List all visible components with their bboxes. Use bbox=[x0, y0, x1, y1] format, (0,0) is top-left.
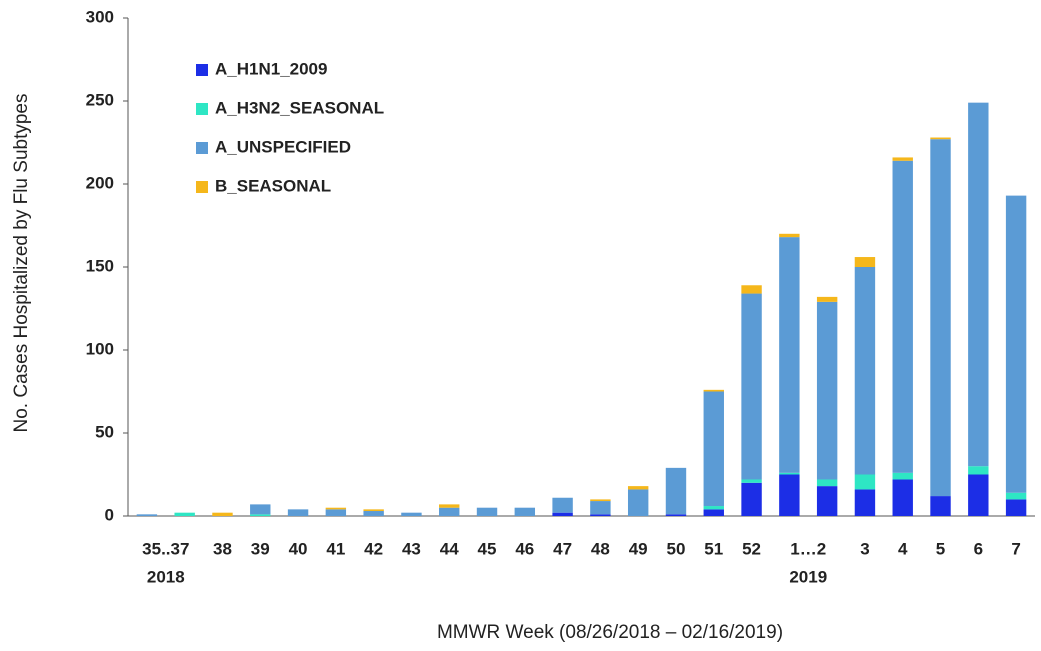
x-tick-label: 38 bbox=[213, 539, 232, 558]
x-tick-label: 48 bbox=[591, 539, 610, 558]
bar-segment bbox=[703, 389, 724, 392]
x-tick-label: 41 bbox=[326, 539, 345, 558]
bar-segment bbox=[741, 482, 762, 516]
bar-segment bbox=[665, 514, 687, 516]
bar-segment bbox=[1005, 492, 1027, 500]
y-tick-label: 100 bbox=[86, 339, 114, 358]
x-tick-label: 52 bbox=[742, 539, 761, 558]
bar-segment bbox=[174, 512, 195, 516]
bar-segment bbox=[325, 507, 347, 510]
y-axis-title: No. Cases Hospitalized by Flu Subtypes bbox=[11, 94, 32, 433]
x-tick-label: 45 bbox=[478, 539, 497, 558]
x-tick-label: 6 bbox=[974, 539, 983, 558]
bar-segment bbox=[552, 512, 573, 516]
x-tick-label: 39 bbox=[251, 539, 270, 558]
x-tick-label: 35..37 bbox=[142, 539, 189, 558]
x-year-label: 2019 bbox=[789, 567, 827, 586]
bar-segment bbox=[968, 466, 989, 475]
bar-segment bbox=[476, 507, 498, 516]
y-tick-label: 300 bbox=[86, 7, 114, 26]
bar-segment bbox=[703, 509, 724, 516]
bar-segment bbox=[892, 157, 913, 161]
x-tick-label: 51 bbox=[704, 539, 723, 558]
bar-segment bbox=[930, 137, 951, 140]
bar-segment bbox=[930, 496, 951, 516]
bar-segment bbox=[552, 497, 573, 513]
x-tick-label: 40 bbox=[289, 539, 308, 558]
bar-segment bbox=[363, 511, 384, 516]
bar-segment bbox=[854, 267, 876, 475]
legend-label: B_SEASONAL bbox=[215, 176, 331, 195]
x-tick-label: 1…2 bbox=[790, 539, 826, 558]
bar-segment bbox=[627, 486, 649, 490]
x-tick-label: 7 bbox=[1011, 539, 1020, 558]
y-tick-label: 250 bbox=[86, 90, 114, 109]
legend-label: A_H3N2_SEASONAL bbox=[215, 98, 384, 117]
bar-segment bbox=[590, 501, 611, 515]
bar-segment bbox=[136, 514, 158, 516]
bar-segment bbox=[779, 472, 800, 475]
bar-segment bbox=[401, 512, 422, 516]
y-tick-label: 200 bbox=[86, 173, 114, 192]
x-tick-label: 44 bbox=[440, 539, 459, 558]
bar-segment bbox=[212, 512, 233, 516]
x-tick-label: 50 bbox=[667, 539, 686, 558]
bar-segment bbox=[250, 504, 271, 515]
y-tick-label: 150 bbox=[86, 256, 114, 275]
x-tick-label: 43 bbox=[402, 539, 421, 558]
bar-segment bbox=[930, 139, 951, 497]
bar-segment bbox=[779, 474, 800, 516]
bar-segment bbox=[741, 479, 762, 483]
y-tick-label: 50 bbox=[95, 422, 114, 441]
y-tick-label: 0 bbox=[105, 505, 114, 524]
bar-segment bbox=[854, 257, 876, 267]
x-tick-label: 3 bbox=[860, 539, 869, 558]
bar-segment bbox=[1005, 195, 1027, 493]
bar-segment bbox=[779, 233, 800, 238]
bar-segment bbox=[590, 499, 611, 502]
bar-segment bbox=[439, 507, 460, 516]
x-axis-title: MMWR Week (08/26/2018 – 02/16/2019) bbox=[437, 622, 783, 643]
bar-segment bbox=[439, 504, 460, 508]
x-tick-label: 42 bbox=[364, 539, 383, 558]
bar-segment bbox=[741, 293, 762, 480]
legend-swatch bbox=[196, 103, 208, 115]
bar-segment bbox=[968, 102, 989, 467]
x-year-label: 2018 bbox=[147, 567, 185, 586]
bar-segment bbox=[250, 514, 271, 516]
bar-segment bbox=[892, 472, 913, 480]
bar-segment bbox=[665, 467, 687, 515]
legend-label: A_H1N1_2009 bbox=[215, 59, 327, 78]
bar-segment bbox=[590, 514, 611, 516]
bar-segment bbox=[892, 479, 913, 516]
bar-segment bbox=[363, 509, 384, 512]
x-tick-label: 47 bbox=[553, 539, 572, 558]
bar-segment bbox=[1005, 499, 1027, 516]
legend-label: A_UNSPECIFIED bbox=[215, 137, 351, 156]
x-tick-label: 5 bbox=[936, 539, 945, 558]
bar-segment bbox=[816, 301, 838, 480]
bar-segment bbox=[854, 474, 876, 490]
x-tick-label: 49 bbox=[629, 539, 648, 558]
bar-segment bbox=[816, 486, 838, 516]
x-tick-label: 4 bbox=[898, 539, 908, 558]
bar-segment bbox=[854, 489, 876, 516]
legend-swatch bbox=[196, 181, 208, 193]
bar-segment bbox=[703, 506, 724, 510]
legend-swatch bbox=[196, 142, 208, 154]
bar-segment bbox=[779, 237, 800, 473]
bar-segment bbox=[703, 391, 724, 507]
bar-segment bbox=[627, 489, 649, 516]
legend-swatch bbox=[196, 64, 208, 76]
bar-segment bbox=[287, 509, 309, 516]
bar-segment bbox=[816, 479, 838, 487]
bar-segment bbox=[892, 160, 913, 473]
bar-segment bbox=[816, 296, 838, 302]
bar-segment bbox=[514, 507, 536, 516]
x-tick-label: 46 bbox=[515, 539, 534, 558]
bar-segment bbox=[968, 474, 989, 516]
bar-segment bbox=[741, 285, 762, 294]
bar-segment bbox=[325, 509, 347, 516]
